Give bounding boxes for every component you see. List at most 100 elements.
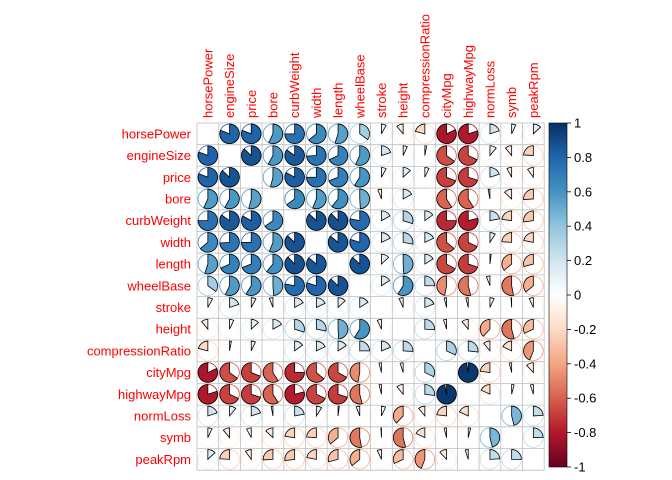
pie-normLoss-stroke (371, 405, 392, 427)
pie-stroke-height (392, 297, 414, 318)
pie-compressionRatio-price (241, 340, 262, 362)
row-label-symb: symb (160, 430, 191, 445)
legend-tick-label: -0.4 (574, 356, 596, 371)
pie-price-height (392, 167, 414, 188)
pie-horsePower-highwayMpg (458, 123, 479, 145)
legend-tick-label: -1 (574, 460, 586, 475)
column-label-highwayMpg: highwayMpg (461, 45, 476, 118)
pie-horsePower-normLoss (479, 123, 501, 145)
pie-length-cityMpg (436, 253, 457, 275)
row-label-curbWeight: curbWeight (125, 213, 191, 228)
pie-stroke-highwayMpg (458, 297, 479, 318)
pie-price-width (306, 167, 327, 188)
legend-tick-label: 0.8 (574, 150, 592, 165)
pie-highwayMpg-height (392, 384, 414, 405)
pie-price-wheelBase (349, 167, 370, 188)
pie-bore-curbWeight (284, 188, 305, 210)
pie-engineSize-bore (262, 145, 284, 166)
pie-peakRpm-cityMpg (436, 449, 457, 470)
column-label-curbWeight: curbWeight (287, 52, 302, 118)
pie-cityMpg-compressionRatio (414, 362, 436, 383)
pie-curbWeight-horsePower (197, 210, 219, 231)
pie-bore-symb (501, 188, 522, 210)
row-label-height: height (156, 322, 192, 337)
pie-bore-highwayMpg (458, 188, 479, 210)
pie-peakRpm-engineSize (219, 449, 240, 470)
pie-highwayMpg-price (241, 384, 262, 405)
pie-length-highwayMpg (458, 253, 479, 275)
row-label-stroke: stroke (156, 300, 191, 315)
legend-tick-label: 0 (574, 288, 581, 303)
pie-symb-width (306, 427, 327, 448)
row-label-width: width (160, 235, 191, 250)
pie-highwayMpg-length (327, 384, 349, 405)
pie-compressionRatio-wheelBase (349, 340, 370, 362)
pie-engineSize-length (327, 145, 349, 166)
pie-curbWeight-peakRpm (523, 210, 544, 231)
pie-price-length (327, 167, 349, 188)
pie-peakRpm-height (392, 449, 414, 470)
pie-compressionRatio-symb (501, 340, 522, 362)
pie-wheelBase-symb (501, 275, 522, 296)
pie-bore-height (392, 188, 414, 210)
pie-price-curbWeight (284, 167, 305, 188)
pie-normLoss-width (306, 405, 327, 427)
color-scale-bar (548, 122, 568, 468)
pie-cityMpg-peakRpm (523, 362, 544, 383)
column-label-peakRpm: peakRpm (526, 62, 541, 118)
pie-compressionRatio-highwayMpg (458, 340, 479, 362)
pie-height-length (327, 318, 349, 340)
pie-curbWeight-normLoss (479, 210, 501, 231)
pie-length-horsePower (197, 253, 219, 275)
pie-wheelBase-bore (262, 275, 284, 296)
pie-peakRpm-length (327, 449, 349, 470)
pie-peakRpm-compressionRatio (414, 449, 436, 470)
pie-bore-engineSize (219, 188, 240, 210)
pie-width-normLoss (479, 232, 501, 253)
pie-bore-compressionRatio (414, 188, 436, 210)
pie-horsePower-width (306, 123, 327, 145)
pie-compressionRatio-width (306, 340, 327, 362)
pie-wheelBase-horsePower (197, 275, 219, 296)
pie-bore-peakRpm (523, 188, 544, 210)
pie-symb-wheelBase (349, 427, 370, 448)
pie-highwayMpg-curbWeight (284, 384, 305, 405)
pie-height-width (306, 318, 327, 340)
pie-engineSize-peakRpm (523, 145, 544, 166)
column-label-height: height (396, 82, 411, 118)
pie-cityMpg-width (306, 362, 327, 383)
pie-cityMpg-symb (501, 362, 522, 383)
pie-price-engineSize (219, 167, 240, 188)
column-label-engineSize: engineSize (222, 54, 237, 118)
pie-length-symb (501, 253, 522, 275)
pie-width-symb (501, 232, 522, 253)
column-label-price: price (244, 90, 259, 118)
pie-bore-length (327, 188, 349, 210)
column-label-symb: symb (504, 87, 519, 118)
column-label-compressionRatio: compressionRatio (417, 14, 432, 118)
legend-tick-label: -0.6 (574, 391, 596, 406)
pie-wheelBase-cityMpg (436, 275, 457, 296)
pie-bore-price (241, 188, 262, 210)
pie-height-compressionRatio (414, 318, 436, 340)
pie-wheelBase-stroke (371, 275, 392, 296)
pie-horsePower-price (241, 123, 262, 145)
pie-compressionRatio-stroke (371, 340, 392, 362)
pie-height-symb (501, 318, 522, 340)
pie-width-stroke (371, 232, 392, 253)
pie-wheelBase-highwayMpg (458, 275, 479, 296)
row-label-price: price (163, 170, 191, 185)
pie-curbWeight-wheelBase (349, 210, 370, 231)
pie-highwayMpg-symb (501, 384, 522, 405)
pie-bore-horsePower (197, 188, 219, 210)
pie-stroke-wheelBase (349, 297, 370, 318)
pie-normLoss-curbWeight (284, 405, 305, 427)
pie-price-peakRpm (523, 167, 544, 188)
pie-bore-normLoss (479, 188, 501, 210)
pie-stroke-price (241, 297, 262, 318)
pie-stroke-engineSize (219, 297, 240, 318)
pie-peakRpm-wheelBase (349, 449, 370, 470)
pie-peakRpm-bore (262, 449, 284, 470)
pie-price-cityMpg (436, 167, 457, 188)
pie-symb-stroke (371, 427, 392, 448)
